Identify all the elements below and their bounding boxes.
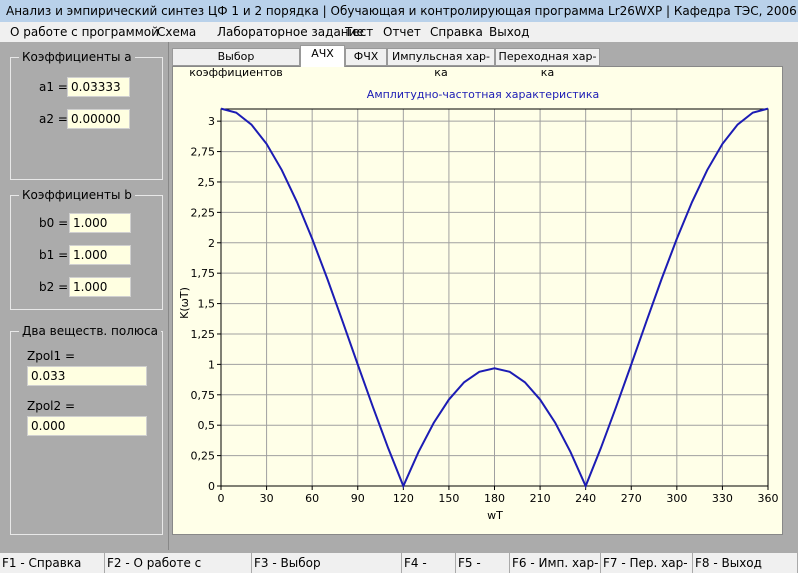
text-field[interactable]: 0.03333: [67, 77, 130, 97]
x-tick-label: 270: [621, 492, 642, 505]
x-tick-label: 300: [666, 492, 687, 505]
field-label: b1 =: [39, 248, 69, 262]
tab[interactable]: Импульсная хар-ка: [387, 48, 495, 79]
x-tick-label: 360: [758, 492, 779, 505]
data-line: [220, 107, 769, 489]
status-item[interactable]: F4 - АЧХ: [402, 553, 456, 573]
group-title: Два веществ. полюса: [19, 324, 161, 338]
status-item[interactable]: F8 - Выход: [693, 553, 798, 573]
x-tick-label: 180: [484, 492, 505, 505]
field-label: Zpol1 =: [27, 349, 76, 363]
y-tick-label: 2,5: [198, 176, 216, 189]
x-tick-label: 120: [393, 492, 414, 505]
field-label: a2 =: [39, 112, 68, 126]
y-tick-label: 2,25: [191, 206, 216, 219]
x-tick-label: 60: [305, 492, 319, 505]
tab[interactable]: АЧХ: [300, 45, 345, 67]
tab[interactable]: ФЧХ: [345, 48, 387, 66]
y-tick-label: 0,5: [198, 419, 216, 432]
status-item[interactable]: F3 - Выбор коэффициентов: [252, 553, 402, 573]
menu-item[interactable]: Справка: [430, 25, 483, 39]
field-label: Zpol2 =: [27, 399, 76, 413]
x-tick-label: 0: [218, 492, 225, 505]
menu-item[interactable]: О работе с программой: [10, 25, 159, 39]
menu-item[interactable]: Схема: [157, 25, 197, 39]
text-field[interactable]: 1.000: [69, 277, 131, 297]
text-field[interactable]: 1.000: [69, 245, 131, 265]
x-tick-label: 210: [530, 492, 551, 505]
x-tick-label: 150: [438, 492, 459, 505]
status-item[interactable]: F6 - Имп. хар-ка: [510, 553, 601, 573]
status-item[interactable]: F5 - ФЧХ: [456, 553, 510, 573]
status-item[interactable]: F1 - Справка HTML: [0, 553, 105, 573]
field-label: a1 =: [39, 80, 68, 94]
menu-item[interactable]: Лабораторное задание: [217, 25, 364, 39]
y-tick-label: 0: [208, 480, 215, 493]
group-box: Коэффициенты a: [10, 50, 163, 180]
text-field[interactable]: 0.000: [27, 416, 147, 436]
group-title: Коэффициенты a: [19, 50, 135, 64]
y-tick-label: 0,75: [191, 389, 216, 402]
x-tick-label: 90: [351, 492, 365, 505]
tab[interactable]: Переходная хар-ка: [495, 48, 600, 79]
chart: Амплитудно-частотная характеристика wT K…: [173, 67, 782, 534]
x-tick-label: 30: [260, 492, 274, 505]
x-axis-label: wT: [487, 509, 503, 522]
status-item[interactable]: F2 - О работе с программой: [105, 553, 252, 573]
chart-title: Амплитудно-частотная характеристика: [367, 88, 599, 101]
y-tick-label: 1: [208, 358, 215, 371]
status-item[interactable]: F7 - Пер. хар-ка: [601, 553, 693, 573]
menu-bar: О работе с программой Схема Лабораторное з…: [0, 22, 798, 42]
y-tick-label: 1,25: [191, 328, 216, 341]
x-tick-label: 240: [575, 492, 596, 505]
menu-item[interactable]: Тест: [345, 25, 374, 39]
menu-item[interactable]: Выход: [489, 25, 530, 39]
field-label: b2 =: [39, 280, 69, 294]
tab[interactable]: Выбор коэффициентов: [172, 48, 300, 79]
x-tick-label: 330: [712, 492, 733, 505]
y-tick-label: 2: [208, 237, 215, 250]
y-axis-label: K(ωT): [178, 287, 191, 319]
text-field[interactable]: 1.000: [69, 213, 131, 233]
group-box: Два веществ. полюса: [10, 324, 163, 535]
y-tick-label: 2,75: [191, 146, 216, 159]
group-title: Коэффициенты b: [19, 188, 135, 202]
window-title: Анализ и эмпирический синтез ЦФ 1 и 2 по…: [0, 0, 798, 22]
y-tick-label: 0,25: [191, 450, 216, 463]
field-label: b0 =: [39, 216, 69, 230]
group-box: Коэффициенты b: [10, 188, 163, 310]
text-field[interactable]: 0.00000: [67, 109, 130, 129]
plot-frame: [220, 108, 769, 487]
y-tick-label: 1,75: [191, 267, 216, 280]
text-field[interactable]: 0.033: [27, 366, 147, 386]
y-tick-label: 1,5: [198, 298, 216, 311]
y-tick-label: 3: [208, 115, 215, 128]
menu-item[interactable]: Отчет: [383, 25, 421, 39]
